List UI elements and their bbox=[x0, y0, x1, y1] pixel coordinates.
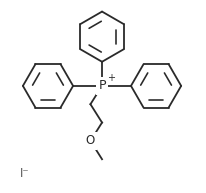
Text: I⁻: I⁻ bbox=[20, 167, 30, 180]
Text: P: P bbox=[98, 79, 106, 92]
Text: +: + bbox=[107, 73, 115, 83]
Text: O: O bbox=[86, 134, 95, 147]
